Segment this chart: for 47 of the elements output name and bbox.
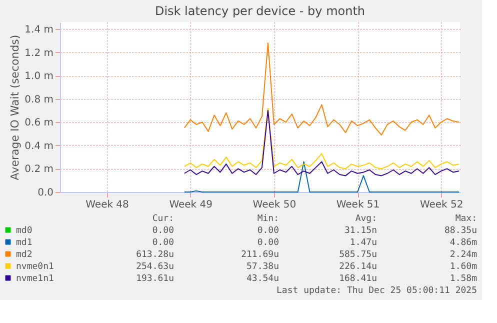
x-tick-label: Week 52	[420, 200, 464, 210]
text: 2.24m	[450, 250, 477, 260]
legend-label: md1	[16, 238, 32, 248]
text: 43.54u	[246, 274, 279, 284]
text: 1.58m	[450, 274, 477, 284]
text: 31.15n	[344, 226, 377, 236]
text: 226.14u	[339, 262, 377, 272]
line-series	[184, 161, 460, 192]
legend-label: md2	[16, 250, 32, 260]
text: 88.35u	[444, 226, 477, 236]
y-tick-label: 0.2 m	[24, 164, 54, 176]
text: Last update: Thu Dec 25 05:00:11 2025	[276, 286, 477, 296]
x-tick-label: Week 51	[336, 200, 380, 210]
text: 0.00	[257, 226, 279, 236]
y-tick-label: 1.2 m	[24, 48, 54, 59]
text: Min:	[257, 214, 279, 224]
text: Avg:	[355, 214, 377, 224]
text: 585.75u	[339, 250, 377, 260]
text: 613.28u	[136, 250, 174, 260]
text: 193.61u	[136, 274, 174, 284]
text: 4.86m	[450, 238, 477, 248]
text: 1.60m	[450, 262, 477, 272]
text: 0.00	[152, 226, 174, 236]
text: 168.41u	[339, 274, 377, 284]
y-tick-label: 0.8 m	[24, 94, 54, 106]
line-series	[184, 42, 460, 136]
y-axis-title: Average IO Wait (seconds)	[8, 34, 22, 180]
text: 57.38u	[246, 262, 279, 272]
y-tick-label: 0.6 m	[24, 118, 54, 129]
text: 0.00	[257, 238, 279, 248]
y-tick-label: 0.0	[38, 188, 54, 198]
x-tick-label: Week 50	[252, 200, 296, 210]
legend-label: md0	[16, 226, 32, 236]
text: 0.00	[152, 238, 174, 248]
text: 254.63u	[136, 262, 174, 272]
legend-label: nvme0n1	[16, 262, 54, 272]
y-tick-label: 0.4 m	[24, 140, 54, 152]
x-tick-label: Week 48	[86, 200, 129, 210]
text: Cur:	[152, 214, 174, 224]
legend-label: nvme1n1	[16, 274, 54, 284]
chart-title: Disk latency per device - by month	[154, 4, 366, 18]
y-tick-label: 1.4 m	[24, 24, 54, 36]
text: 1.47u	[350, 238, 377, 248]
x-tick-label: Week 49	[169, 200, 213, 210]
y-tick-label: 1.0 m	[24, 71, 54, 82]
text: Max:	[455, 214, 477, 224]
text: 211.69u	[241, 250, 279, 260]
